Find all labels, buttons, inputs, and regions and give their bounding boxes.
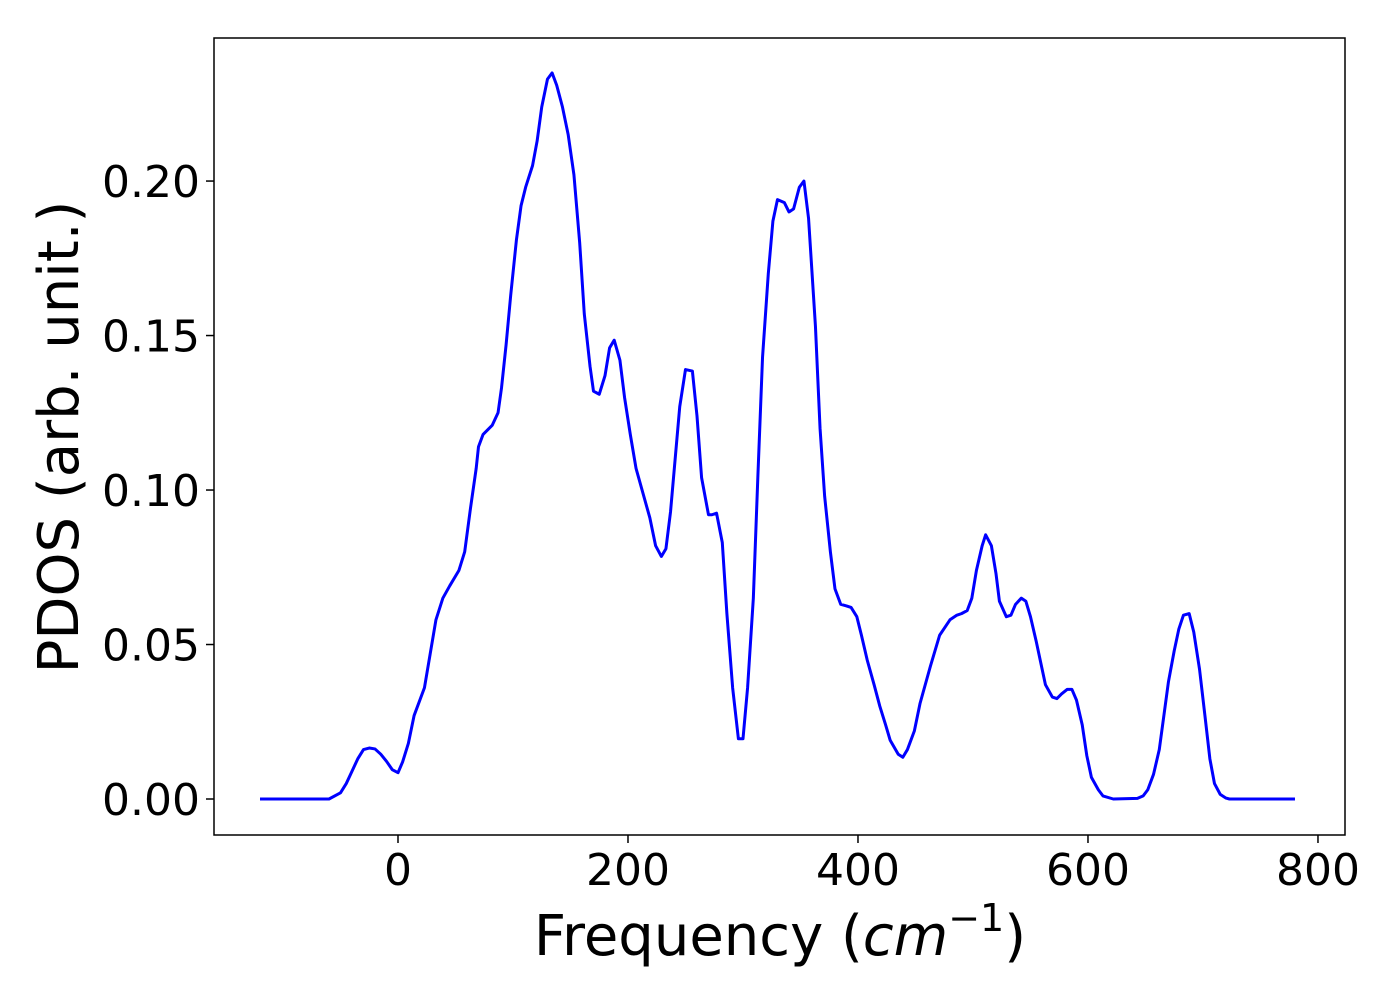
y-tick-label: 0.15 (102, 312, 200, 363)
x-tick-label: 200 (586, 845, 670, 896)
x-label-close: ) (1004, 904, 1026, 969)
x-tick-label: 0 (384, 845, 412, 896)
x-label-math: cm (863, 904, 948, 969)
y-tick-label: 0.05 (102, 621, 200, 672)
pdos-line (260, 71, 1295, 801)
x-axis-label: Frequency (cm−1) (534, 896, 1026, 969)
y-tick-label: 0.20 (102, 157, 200, 208)
x-label-text: Frequency ( (534, 904, 863, 969)
x-label-sup: −1 (948, 896, 1004, 940)
x-tick-label: 400 (816, 845, 900, 896)
x-tick-label: 800 (1276, 845, 1360, 896)
y-axis-label: PDOS (arb. unit.) (27, 201, 92, 674)
x-tick-label: 600 (1046, 845, 1130, 896)
y-tick-label: 0.00 (102, 775, 200, 826)
plot-frame (213, 37, 1346, 836)
y-tick-label: 0.10 (102, 466, 200, 517)
